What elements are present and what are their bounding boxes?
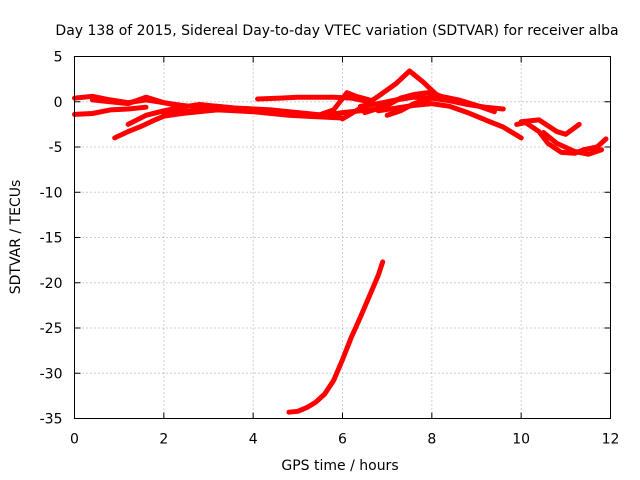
y-tick-label: 5	[54, 50, 63, 66]
chart-title: Day 138 of 2015, Sidereal Day-to-day VTE…	[55, 23, 618, 39]
x-tick-label: 4	[249, 432, 258, 448]
x-axis-label: GPS time / hours	[281, 458, 398, 474]
y-tick-label: -35	[40, 412, 63, 428]
data-series	[72, 68, 609, 415]
y-tick-label: -30	[40, 366, 63, 382]
series-track-14	[514, 120, 609, 156]
y-tick-label: 0	[54, 95, 63, 111]
y-tick-label: -20	[40, 276, 63, 292]
y-tick-label: -5	[49, 140, 63, 156]
series-track-7	[255, 94, 372, 105]
x-tick-label: 6	[338, 432, 347, 448]
x-tick-label: 10	[512, 432, 530, 448]
y-tick-label: -15	[40, 231, 63, 247]
x-tick-label: 2	[159, 432, 168, 448]
series-track-6	[161, 107, 345, 121]
x-tick-label: 0	[70, 432, 79, 448]
series-track-12	[362, 90, 497, 116]
y-tick-label: -25	[40, 321, 63, 337]
series-track-13	[384, 95, 435, 118]
series-track-2	[72, 104, 149, 117]
x-tick-label: 12	[602, 432, 620, 448]
series-track-15	[518, 117, 582, 137]
series-track-3	[89, 94, 176, 107]
y-tick-label: -10	[40, 185, 63, 201]
axis-ticks: 0 2 4 6 8 10 12 5 0 -5 -10 -15 -20 -25 -30 -35	[40, 50, 620, 448]
x-tick-label: 8	[427, 432, 436, 448]
y-axis-label: SDTVAR / TECUs	[8, 180, 24, 295]
series-track-8	[313, 90, 372, 119]
series-track-5	[125, 102, 381, 127]
series-track-17	[286, 259, 386, 415]
series-track-16	[541, 130, 605, 157]
